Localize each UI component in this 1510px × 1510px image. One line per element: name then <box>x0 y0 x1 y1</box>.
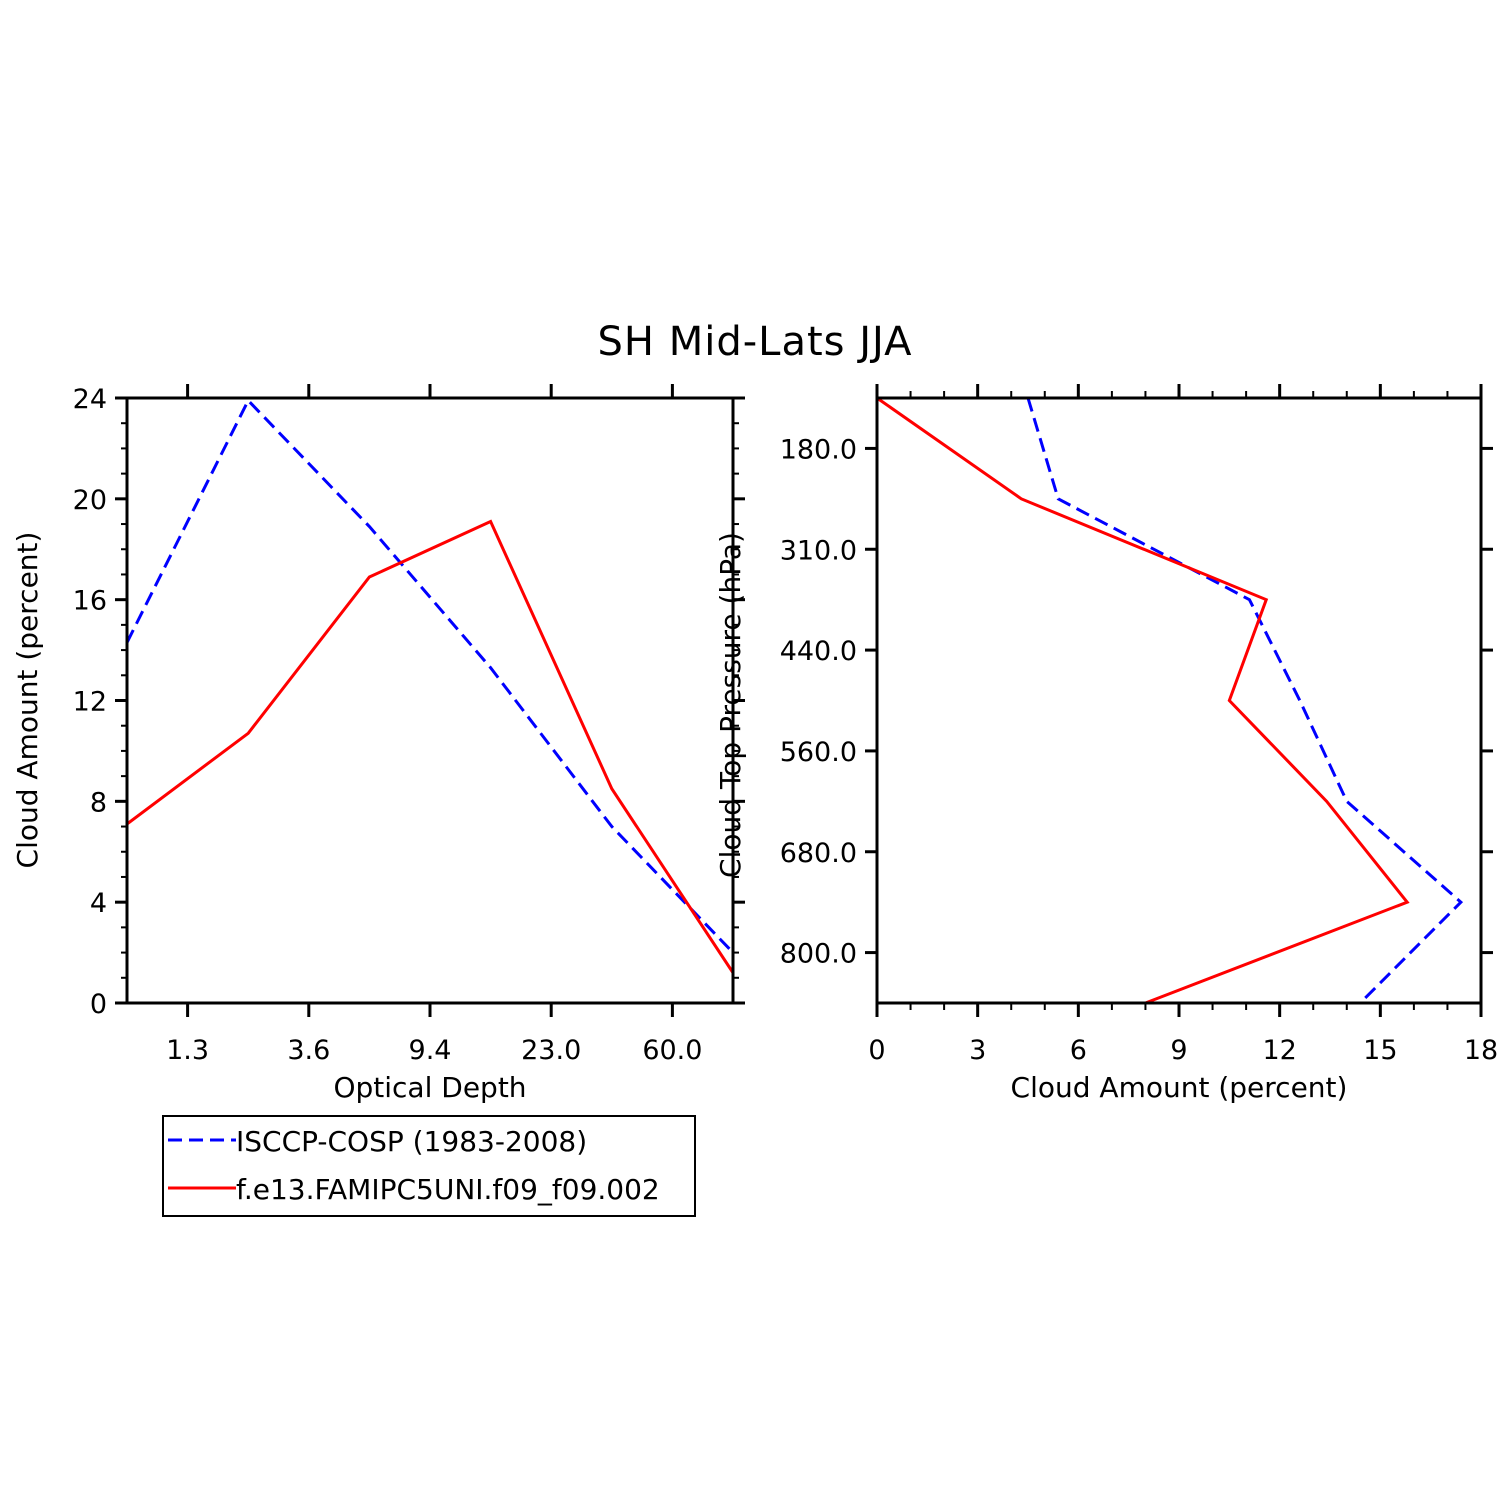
left-y-axis-title: Cloud Amount (percent) <box>11 532 44 869</box>
left-y-tick-label: 16 <box>73 586 107 617</box>
left-y-tick-label: 4 <box>90 888 107 919</box>
right-x-tick-label: 15 <box>1363 1035 1397 1066</box>
right-y-tick-label: 310.0 <box>780 535 857 566</box>
left-y-tick-label: 0 <box>90 989 107 1020</box>
left-y-tick-label: 8 <box>90 787 107 818</box>
left-x-tick-label: 23.0 <box>521 1035 581 1066</box>
legend-box <box>162 1115 696 1217</box>
right-series-lines <box>876 396 1464 1005</box>
right-x-tick-label: 6 <box>1070 1035 1087 1066</box>
left-axes-ticks <box>115 384 745 1017</box>
legend-obs-label: ISCCP-COSP (1983-2008) <box>236 1125 587 1158</box>
left-y-tick-label: 20 <box>73 485 107 516</box>
left-x-tick-label: 9.4 <box>409 1035 452 1066</box>
right-y-tick-label: 560.0 <box>780 737 857 768</box>
left-y-tick-label: 12 <box>73 687 107 718</box>
right-y-tick-label: 800.0 <box>780 939 857 970</box>
cloud-top-pressure-panel: 0 3 6 9 12 15 18 180.0 310.0 440.0 560.0 680.0 800.0… <box>714 384 1498 1104</box>
left-x-tick-label: 3.6 <box>287 1035 330 1066</box>
right-model-series-line <box>876 396 1410 1005</box>
right-y-tick-label: 440.0 <box>780 636 857 667</box>
right-x-tick-label: 18 <box>1464 1035 1498 1066</box>
legend: ISCCP-COSP (1983-2008) f.e13.FAMIPC5UNI.… <box>162 1115 696 1217</box>
left-plot-frame <box>125 396 735 1005</box>
right-x-axis-title: Cloud Amount (percent) <box>1011 1071 1348 1104</box>
left-x-tick-label: 1.3 <box>166 1035 209 1066</box>
right-plot-frame <box>875 396 1483 1005</box>
right-tick-labels: 0 3 6 9 12 15 18 180.0 310.0 440.0 560.0 680.0 800.0 <box>780 434 1498 1066</box>
optical-depth-panel: 0 4 8 12 16 20 24 1.3 3.6 9.4 23.0 60.0 Optical Dep… <box>11 384 745 1104</box>
right-y-tick-label: 680.0 <box>780 838 857 869</box>
left-tick-labels: 0 4 8 12 16 20 24 1.3 3.6 9.4 23.0 60.0 <box>73 384 703 1066</box>
right-obs-series-line <box>1026 397 1464 1005</box>
right-y-tick-label: 180.0 <box>780 434 857 465</box>
right-x-tick-label: 3 <box>969 1035 986 1066</box>
right-x-tick-label: 9 <box>1170 1035 1187 1066</box>
left-x-axis-title: Optical Depth <box>333 1071 526 1104</box>
left-model-series-line <box>126 519 735 974</box>
left-series-lines <box>125 397 735 974</box>
right-axes-ticks <box>865 384 1493 1017</box>
right-x-tick-label: 0 <box>868 1035 885 1066</box>
right-x-tick-label: 12 <box>1262 1035 1296 1066</box>
left-obs-series-line <box>125 397 735 954</box>
legend-model-label: f.e13.FAMIPC5UNI.f09_f09.002 <box>236 1173 660 1206</box>
left-y-tick-label: 24 <box>73 384 107 415</box>
right-y-axis-title: Cloud Top Pressure (hPa) <box>714 532 747 878</box>
left-x-tick-label: 60.0 <box>642 1035 702 1066</box>
chart-title: SH Mid-Lats JJA <box>598 319 913 365</box>
